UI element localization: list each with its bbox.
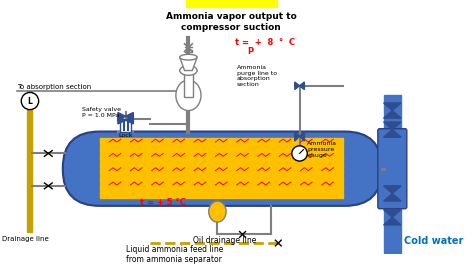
Text: P: P [247, 47, 254, 56]
Polygon shape [383, 111, 401, 118]
Bar [185, 0, 277, 7]
Text: Ammonia
pressure
gauge: Ammonia pressure gauge [307, 141, 337, 158]
Polygon shape [383, 210, 401, 217]
Polygon shape [383, 217, 401, 225]
Polygon shape [118, 113, 126, 120]
Circle shape [21, 93, 39, 110]
FancyBboxPatch shape [378, 129, 407, 209]
Bar [100, 153, 343, 160]
Polygon shape [383, 130, 401, 137]
Polygon shape [383, 186, 401, 193]
Bar [383, 95, 401, 257]
Polygon shape [118, 116, 126, 124]
Polygon shape [295, 131, 300, 141]
Bar [100, 184, 343, 191]
Ellipse shape [180, 54, 197, 60]
Bar [100, 169, 343, 175]
Text: Oil drainage line: Oil drainage line [193, 236, 256, 245]
Bar [120, 120, 131, 131]
Polygon shape [383, 193, 401, 201]
Bar [100, 138, 343, 145]
Text: Lock: Lock [118, 134, 133, 138]
Polygon shape [383, 122, 401, 130]
Text: t =  +  8  °  C: t = + 8 ° C [235, 38, 295, 47]
Ellipse shape [176, 80, 201, 111]
Polygon shape [300, 131, 304, 141]
Bar [27, 90, 32, 232]
Circle shape [292, 146, 307, 161]
Text: To absorption section: To absorption section [18, 84, 91, 90]
Polygon shape [126, 113, 133, 120]
FancyBboxPatch shape [63, 131, 382, 206]
Polygon shape [180, 57, 197, 70]
Text: t = + 5 °C: t = + 5 °C [140, 198, 186, 207]
Ellipse shape [209, 201, 226, 222]
Bar [100, 192, 343, 198]
Ellipse shape [180, 66, 197, 75]
Bar [100, 146, 343, 152]
Text: Liquid ammonia feed line
from ammonia separator: Liquid ammonia feed line from ammonia se… [126, 245, 223, 264]
Bar [100, 161, 343, 168]
Text: Ammonia
purge line to
absorption
section: Ammonia purge line to absorption section [237, 65, 277, 87]
Text: L: L [27, 97, 32, 106]
Text: Drainage line: Drainage line [2, 236, 49, 242]
Polygon shape [300, 82, 304, 90]
Text: Safety valve
P = 1.0 MPa: Safety valve P = 1.0 MPa [82, 107, 121, 118]
Polygon shape [126, 116, 133, 124]
Bar [183, 70, 193, 97]
Polygon shape [295, 82, 300, 90]
Text: Cold water: Cold water [404, 236, 463, 246]
Polygon shape [383, 103, 401, 111]
Text: Ammonia vapor output to
compressor suction: Ammonia vapor output to compressor sucti… [165, 13, 296, 32]
Bar [100, 176, 343, 183]
